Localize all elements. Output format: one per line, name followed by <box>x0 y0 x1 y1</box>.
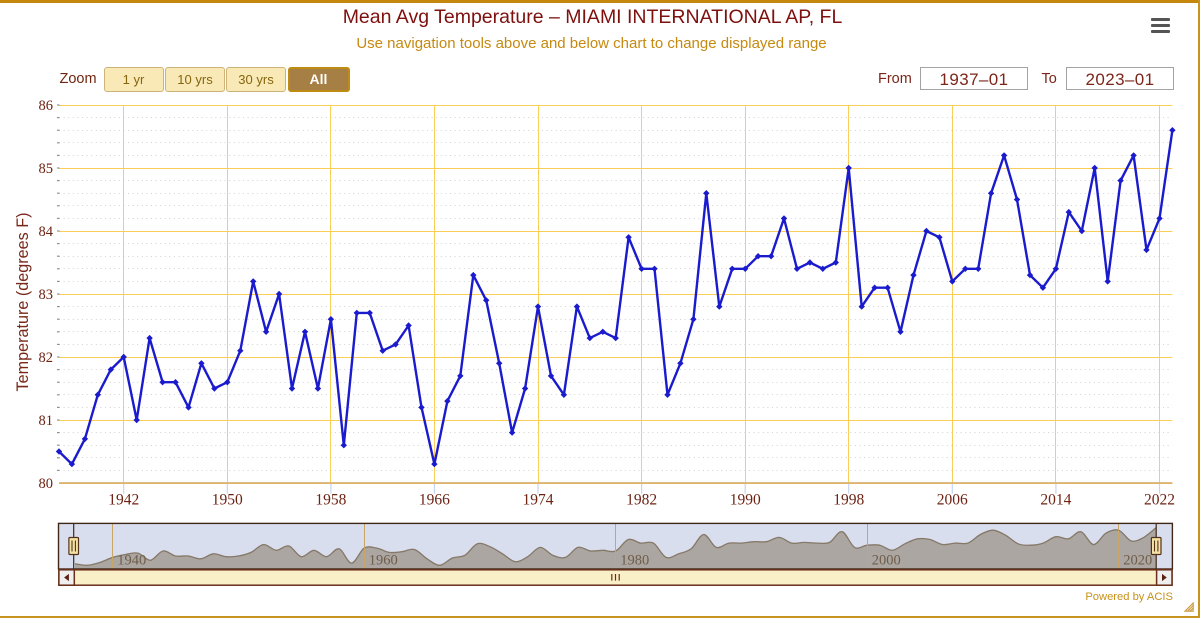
svg-text:82: 82 <box>39 350 54 366</box>
svg-text:2006: 2006 <box>937 492 968 509</box>
svg-text:1980: 1980 <box>620 553 649 569</box>
svg-text:1958: 1958 <box>315 492 346 509</box>
svg-text:Temperature (degrees F): Temperature (degrees F) <box>14 212 32 391</box>
svg-text:1940: 1940 <box>117 553 146 569</box>
svg-text:1950: 1950 <box>212 492 243 509</box>
svg-text:84: 84 <box>39 224 54 240</box>
svg-text:83: 83 <box>39 287 54 303</box>
svg-text:85: 85 <box>39 161 54 177</box>
svg-text:2020: 2020 <box>1123 553 1152 569</box>
svg-text:80: 80 <box>39 476 54 492</box>
svg-text:2000: 2000 <box>872 553 901 569</box>
svg-text:2014: 2014 <box>1040 492 1071 509</box>
svg-text:1942: 1942 <box>108 492 139 509</box>
svg-text:1990: 1990 <box>730 492 761 509</box>
svg-text:1982: 1982 <box>626 492 657 509</box>
svg-text:1960: 1960 <box>369 553 398 569</box>
svg-text:1998: 1998 <box>833 492 864 509</box>
svg-text:86: 86 <box>39 98 54 114</box>
svg-text:1966: 1966 <box>419 492 450 509</box>
svg-text:81: 81 <box>39 413 54 429</box>
svg-text:2022: 2022 <box>1144 492 1175 509</box>
svg-text:1974: 1974 <box>523 492 554 509</box>
